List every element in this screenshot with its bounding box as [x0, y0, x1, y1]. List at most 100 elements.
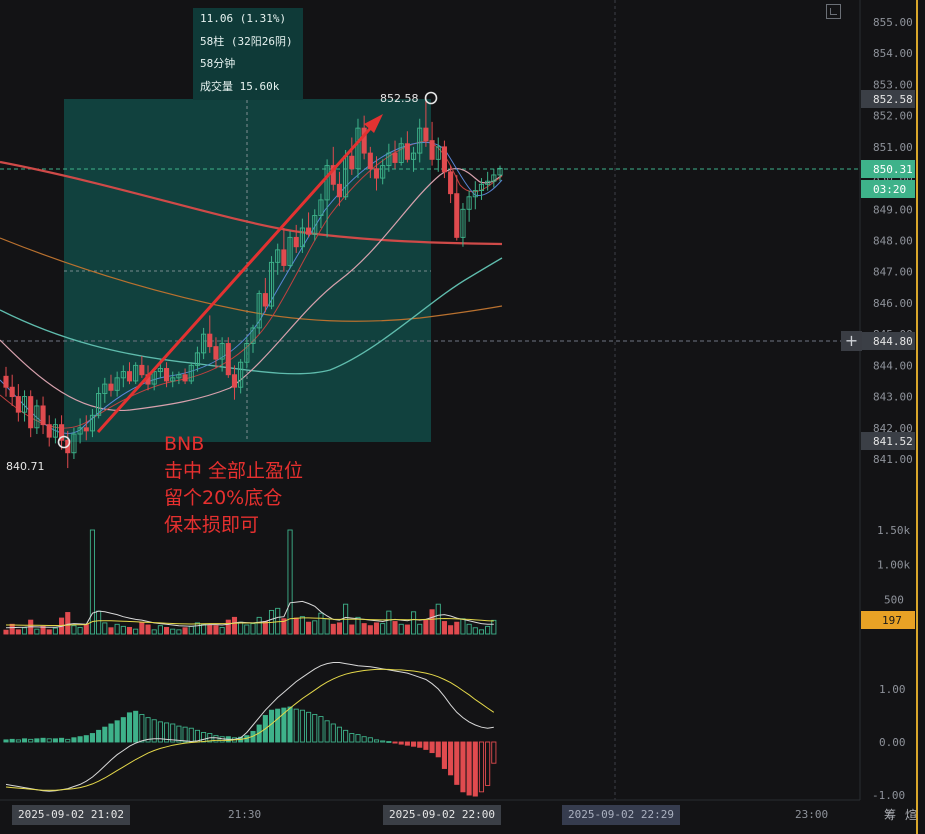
- volume-bar: [139, 622, 145, 635]
- volume-bar: [114, 623, 120, 635]
- macd-bar: [367, 737, 373, 743]
- candle-body: [355, 127, 361, 170]
- price-tick-label: 843.00: [873, 391, 913, 404]
- tooltip-volume: 成交量 15.60k: [200, 79, 280, 93]
- macd-bar: [52, 738, 58, 743]
- x-axis-cursor-label: 2025-09-02 22:29: [562, 805, 680, 825]
- macd-bar: [287, 706, 293, 743]
- candle-body: [163, 368, 170, 382]
- macd-bar: [466, 741, 472, 796]
- volume-bar: [145, 624, 151, 635]
- candle-body: [330, 165, 336, 185]
- macd-bar: [312, 713, 318, 743]
- macd-tick-label: -1.00: [872, 789, 905, 802]
- macd-bar: [491, 741, 497, 764]
- candle-body: [77, 427, 83, 435]
- annotation-line-4: 保本损即可: [164, 514, 260, 536]
- candle-body: [21, 396, 28, 413]
- candle-body: [367, 152, 373, 170]
- macd-bar: [114, 720, 120, 743]
- annotation-line-2: 击中 全部止盈位: [164, 460, 304, 482]
- volume-bar: [398, 623, 404, 635]
- macd-bar: [441, 741, 447, 769]
- candle-body: [466, 196, 472, 210]
- macd-bar: [398, 741, 404, 745]
- volume-bar: [256, 616, 262, 635]
- candle-body: [448, 171, 454, 195]
- macd-bar: [380, 740, 386, 743]
- macd-bar: [188, 727, 194, 743]
- candle-body: [386, 152, 392, 167]
- candle-body: [268, 261, 275, 307]
- volume-bar: [312, 620, 318, 635]
- candle-body: [40, 405, 46, 426]
- price-tick-label: 855.00: [873, 16, 913, 29]
- x-axis-label-2300: 23:00: [795, 808, 829, 821]
- macd-bar: [83, 735, 89, 743]
- volume-badge: 197: [882, 614, 902, 627]
- candle-body: [411, 152, 417, 160]
- candle-body: [485, 180, 491, 185]
- volume-tick-label: 500: [884, 593, 904, 606]
- candle-body: [15, 396, 21, 413]
- volume-bar: [491, 619, 497, 635]
- candle-body: [398, 143, 404, 163]
- price-tick-label: 848.00: [873, 235, 913, 248]
- candle-body: [46, 424, 52, 438]
- add-price-line-button[interactable]: +: [841, 331, 862, 351]
- volume-bar: [299, 616, 305, 635]
- volume-bar: [46, 629, 52, 635]
- macd-bar: [318, 716, 324, 743]
- candle-body: [182, 374, 188, 382]
- candle-body: [151, 371, 157, 385]
- macd-bar: [40, 737, 46, 743]
- volume-bar: [207, 624, 213, 635]
- volume-bar: [318, 612, 324, 635]
- candle-body: [52, 424, 58, 438]
- volume-bar: [472, 627, 478, 635]
- candle-body: [429, 140, 435, 160]
- price-badge-countdown: 03:20: [873, 183, 906, 196]
- macd-bar: [485, 741, 491, 786]
- macd-bar: [324, 720, 330, 743]
- macd-bar: [28, 738, 34, 743]
- tooltip-bars: 58柱 (32阳26阴): [200, 34, 293, 48]
- volume-bar: [151, 629, 157, 635]
- high-marker: [424, 91, 438, 105]
- candle-body: [275, 249, 281, 263]
- low-marker: [57, 435, 71, 449]
- volume-bar: [478, 629, 485, 635]
- volume-bar: [349, 624, 355, 635]
- macd-bar: [448, 741, 454, 776]
- candle-body: [497, 167, 503, 176]
- candle-body: [9, 386, 15, 398]
- ma-teal-line: [0, 257, 503, 375]
- ma-fast-blue-line: [0, 141, 503, 435]
- volume-bar: [182, 627, 188, 635]
- macd-bar: [478, 741, 485, 793]
- candle-body: [194, 352, 200, 366]
- trade-annotation: BNB 击中 全部止盈位 留个20%底仓 保本损即可: [164, 431, 303, 539]
- x-axis-label-2130: 21:30: [228, 808, 262, 821]
- price-tick-label: 852.00: [873, 110, 913, 123]
- candle-body: [250, 327, 256, 344]
- macd-bar: [275, 708, 281, 743]
- candle-body: [373, 168, 380, 179]
- candle-body: [102, 383, 108, 394]
- volume-bar: [120, 625, 126, 635]
- macd-bar: [411, 741, 417, 747]
- volume-tick-label: 1.00k: [877, 559, 910, 572]
- volume-bar: [219, 626, 225, 635]
- volume-badge-bg: [861, 611, 915, 629]
- volume-bar: [225, 619, 231, 635]
- tooltip-change: 11.06 (1.31%): [200, 12, 287, 25]
- macd-bar: [306, 711, 312, 743]
- volume-bar: [466, 623, 472, 635]
- macd-dea-line: [5, 668, 495, 791]
- fullscreen-icon[interactable]: [826, 4, 841, 19]
- annotation-line-3: 留个20%底仓: [164, 487, 283, 509]
- candle-body: [423, 127, 429, 142]
- macd-bar: [157, 721, 163, 743]
